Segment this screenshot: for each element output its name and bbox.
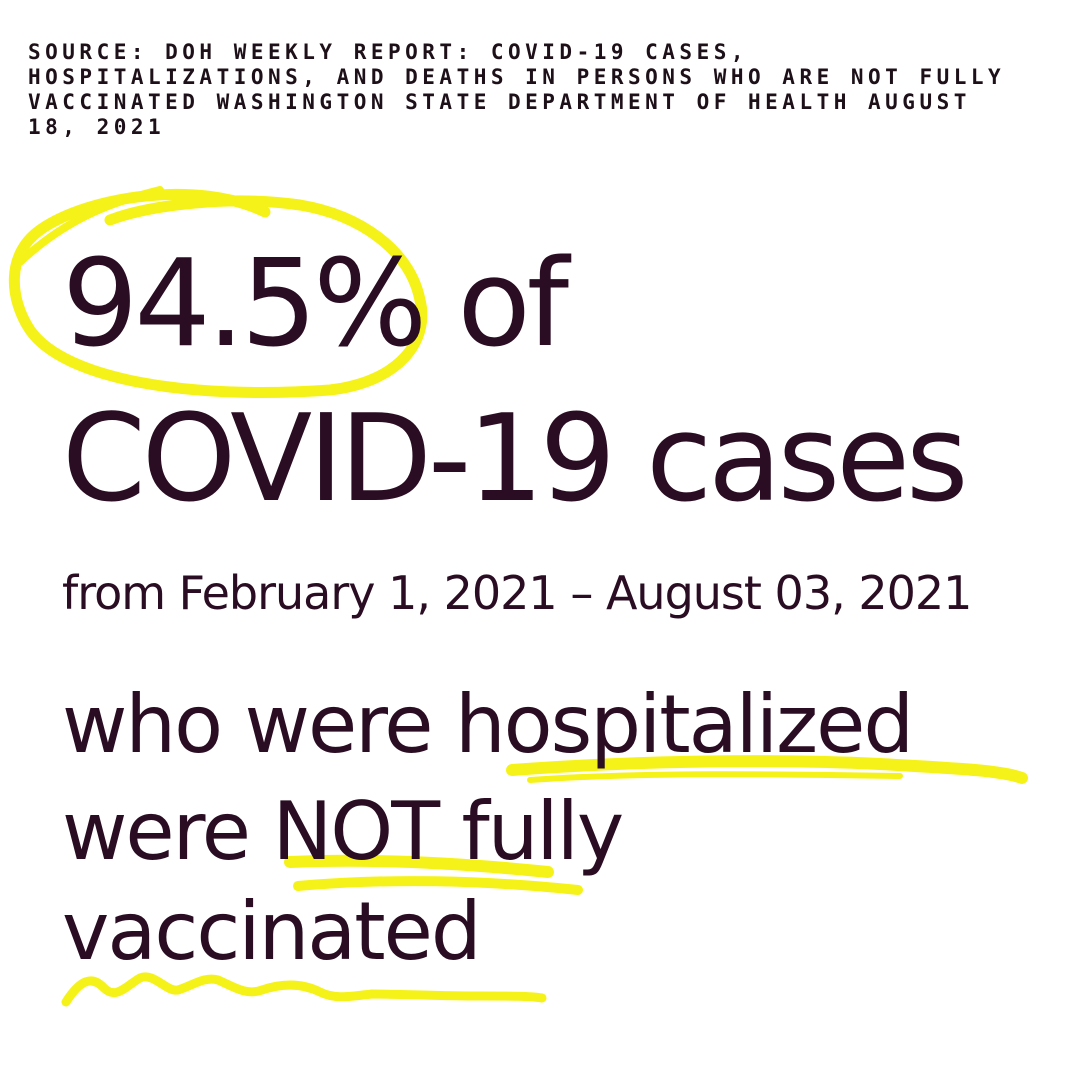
- percent-value: 94.5%: [62, 235, 427, 374]
- statement-hospitalized: hospitalized: [454, 678, 914, 771]
- statement-line-2: were NOT fully: [62, 792, 624, 872]
- headline-of: of: [423, 235, 569, 374]
- statement-line-3: vaccinated: [62, 885, 482, 978]
- statement-fully: fully: [438, 785, 625, 878]
- statement-line-1: who were hospitalized: [62, 685, 914, 765]
- source-citation: SOURCE: DOH WEEKLY REPORT: COVID-19 CASE…: [28, 40, 1006, 139]
- date-range: from February 1, 2021 – August 03, 2021: [62, 566, 972, 620]
- statement-not: NOT: [272, 785, 440, 878]
- headline-line-1: 94.5% of: [62, 245, 569, 365]
- statement-who-were: who were: [62, 678, 455, 771]
- statement-were: were: [62, 785, 273, 878]
- headline-line-2: COVID-19 cases: [62, 390, 969, 529]
